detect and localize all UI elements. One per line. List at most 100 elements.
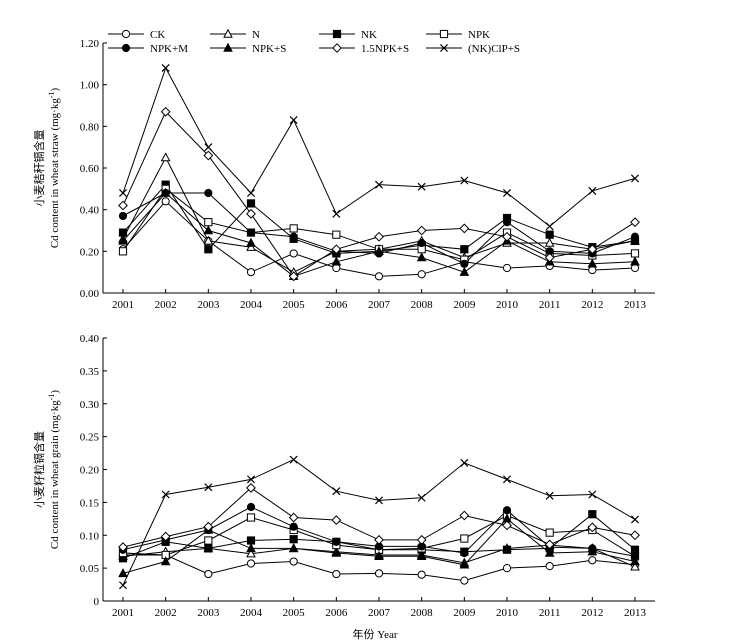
series-markers-1-5npk-s <box>118 106 640 282</box>
data-point-ck <box>374 569 384 578</box>
y-axis-label-en-sup: -1 <box>47 92 56 99</box>
data-point-npk-s <box>416 551 427 560</box>
series-markers-nk-clp-s <box>118 455 640 590</box>
data-point-1-5npk-s <box>118 200 128 211</box>
data-point-nk-clp-s <box>502 188 512 198</box>
data-point-nk <box>204 245 213 254</box>
y-tick-label: 1.20 <box>80 38 100 50</box>
x-tick-label: 2003 <box>197 607 220 619</box>
data-point-npk-s <box>459 266 470 276</box>
x-tick-label: 2011 <box>539 299 561 311</box>
data-point-nk-clp-s <box>374 180 384 189</box>
data-point-1-5npk-s <box>587 244 598 255</box>
data-point-1-5npk-s <box>331 515 342 526</box>
legend-item-npk: NPK <box>426 29 490 41</box>
y-axis-label-cn: 小麦秸秆镉含量 <box>32 130 46 207</box>
data-point-nk-clp-s <box>460 458 469 467</box>
y-tick-label: 0.40 <box>80 205 100 217</box>
data-point-ck <box>502 564 512 573</box>
x-tick-label: 2013 <box>624 607 647 619</box>
legend-marker <box>121 29 131 39</box>
data-point-npk-m <box>289 522 298 531</box>
series-markers-1-5npk-s <box>118 483 640 552</box>
y-axis-label-en: Cd content in wheat grain (mg·kg-1) <box>47 390 61 549</box>
data-point-1-5npk-s <box>416 225 427 236</box>
data-point-ck <box>289 249 298 258</box>
legend-marker <box>121 43 131 53</box>
x-tick-label: 2007 <box>368 299 391 311</box>
data-point-npk-s <box>587 546 598 556</box>
y-tick-label: 0.80 <box>80 121 100 133</box>
data-point-1-5npk-s <box>544 252 555 263</box>
data-point-ck <box>161 197 170 206</box>
data-point-ck <box>246 559 256 568</box>
y-axis-label-cn: 小麦籽粒镉含量 <box>32 431 46 508</box>
data-point-nk-clp-s <box>588 186 597 195</box>
y-tick-label: 0.35 <box>80 366 100 378</box>
x-tick-label: 2010 <box>496 607 519 619</box>
data-point-npk-m <box>204 188 213 198</box>
data-point-npk-m <box>460 548 469 558</box>
grain-panel: 0 0.05 0.10 0.15 0.20 0.25 0.30 0.35 0.40 2001 200… <box>32 333 655 619</box>
data-point-npk <box>118 247 128 256</box>
data-point-1-5npk-s <box>544 539 555 550</box>
data-point-1-5npk-s <box>374 231 384 242</box>
legend-item-nk: NK <box>319 29 377 41</box>
data-point-npk <box>545 528 554 537</box>
y-tick-label: 1.00 <box>80 80 100 92</box>
data-point-1-5npk-s <box>203 150 214 161</box>
series-markers-nk-clp-s <box>118 63 640 231</box>
data-point-npk <box>246 513 256 522</box>
data-point-1-5npk-s <box>416 534 427 545</box>
x-tick-label: 2012 <box>581 299 603 311</box>
data-point-nk-clp-s <box>460 176 469 185</box>
legend-label: NK <box>361 29 377 41</box>
data-point-nk-clp-s <box>588 490 597 499</box>
data-point-n <box>630 561 640 571</box>
data-point-nk-clp-s <box>417 493 426 502</box>
data-point-nk-clp-s <box>289 455 298 464</box>
straw-panel: 0.00 0.20 0.40 0.60 0.80 1.00 1.20 2001 2002 2003… <box>32 28 655 311</box>
legend-item-ck: CK <box>108 29 165 41</box>
y-tick-label: 0.30 <box>80 399 100 411</box>
data-point-npk-s <box>544 547 555 557</box>
x-axis-label: 年份 Year <box>352 627 397 641</box>
data-point-npk-s <box>246 543 256 553</box>
legend-label: N <box>252 29 260 41</box>
data-point-nk-clp-s <box>246 188 256 198</box>
data-point-npk <box>204 218 213 227</box>
legend-label: NPK+S <box>252 43 286 55</box>
legend-marker <box>223 42 233 52</box>
y-axis-label-en-main: Cd content in wheat straw (mg·kg <box>49 98 61 248</box>
data-point-nk-clp-s <box>630 515 640 524</box>
data-point-nk-clp-s <box>374 496 384 505</box>
data-point-ck <box>545 562 554 571</box>
data-point-1-5npk-s <box>630 530 640 541</box>
legend-label: CK <box>150 29 165 41</box>
data-point-nk <box>502 545 512 554</box>
data-point-1-5npk-s <box>160 106 171 117</box>
data-point-npk-m <box>289 232 298 241</box>
y-tick-label: 0.20 <box>80 465 100 477</box>
legend-item-npk-s: NPK+S <box>210 42 286 55</box>
legend-item-n: N <box>210 28 260 41</box>
x-tick-label: 2005 <box>283 299 306 311</box>
data-point-npk-s <box>374 551 384 560</box>
data-point-npk-m <box>118 211 128 221</box>
data-point-nk-clp-s <box>545 222 554 231</box>
data-point-npk-s <box>630 256 640 266</box>
data-point-npk <box>204 536 213 545</box>
data-point-nk-clp-s <box>332 487 341 496</box>
data-point-npk <box>332 230 341 239</box>
data-point-ck <box>588 556 597 565</box>
data-point-n <box>544 237 555 247</box>
data-point-1-5npk-s <box>160 531 171 542</box>
y-tick-label: 0.40 <box>80 333 100 345</box>
data-point-nk-clp-s <box>161 490 170 499</box>
x-tick-label: 2006 <box>325 299 348 311</box>
data-point-1-5npk-s <box>246 208 256 219</box>
legend: CK N NK NPK NPK+M NPK+S 1.5NPK+S (NK)ClP+S <box>108 28 520 55</box>
data-point-ck <box>417 570 426 579</box>
y-axis-label-en-end: ) <box>49 88 61 92</box>
y-tick-label: 0.20 <box>80 246 100 258</box>
